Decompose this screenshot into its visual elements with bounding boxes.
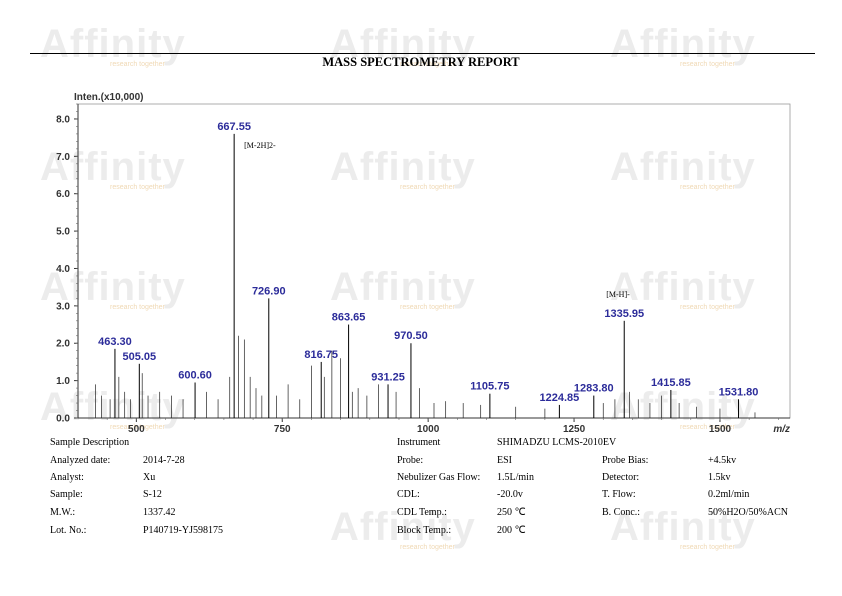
instrument-param-value: -20.0v [497,489,523,500]
peak-label: 1415.85 [651,377,691,389]
instrument-param-value: ESI [497,455,512,466]
instrument-param-label: Block Temp.: [397,525,452,536]
sample-label: Analyzed date: [50,455,111,466]
sample-label: Analyst: [50,472,84,483]
instrument-param-value: 1.5kv [708,472,731,483]
instrument-param-label: Probe Bias: [602,455,649,466]
peak-label: 1105.75 [470,381,509,393]
peak-label: 1335.95 [604,308,644,320]
y-tick-label: 6.0 [56,189,70,200]
instrument-label: Instrument [397,437,441,448]
sample-value: 2014-7-28 [143,455,185,466]
instrument-param-label: Nebulizer Gas Flow: [397,472,481,483]
peak-label: 463.30 [98,336,132,348]
instrument-param-label: T. Flow: [602,489,636,500]
instrument-param-value: 200 ℃ [497,525,526,536]
peak-annotation: [M-H]- [606,290,630,299]
mass-spectrum-chart: 0.0 1.0 2.0 3.0 4.0 5.0 6.0 7.0 8.0 500 750 1000 125… [56,92,791,435]
x-axis-title: m/z [773,424,790,435]
x-tick-label: 1000 [417,424,440,435]
header-rule [30,53,815,54]
y-tick-label: 5.0 [56,227,70,238]
y-tick-label: 2.0 [56,339,70,350]
instrument-param-label: B. Conc.: [602,507,641,518]
peak-label: 1283.80 [574,383,614,395]
peak-label: 505.05 [122,351,156,363]
sample-description-heading: Sample Description [50,437,130,448]
y-tick-label: 8.0 [56,114,70,125]
instrument-param-value: 1.5L/min [497,472,534,483]
x-tick-label: 1250 [563,424,586,435]
peak-label: 726.90 [252,285,286,297]
instrument-value: SHIMADZU LCMS-2010EV [497,437,617,448]
instrument-param-value: 0.2ml/min [708,489,750,500]
instrument-param-label: Detector: [602,472,640,483]
sample-label: Lot. No.: [50,525,87,536]
instrument-param-value: 50%H2O/50%ACN [708,507,788,518]
peak-label: 816.75 [304,349,338,361]
peak-label: 931.25 [371,371,405,383]
x-tick-label: 1500 [709,424,732,435]
peak-label: 667.55 [217,121,251,133]
peak-label: 1531.80 [719,386,759,398]
sample-value: P140719-YJ598175 [143,525,224,536]
y-axis-title: Inten.(x10,000) [74,92,143,103]
y-tick-label: 3.0 [56,301,70,312]
y-tick-label: 0.0 [56,414,70,425]
instrument-param-label: CDL: [397,489,420,500]
x-tick-label: 500 [128,424,145,435]
peak-label: 863.65 [332,312,366,324]
sample-value: Xu [143,472,156,483]
peak-label: 970.50 [394,330,428,342]
instrument-param-label: CDL Temp.: [397,507,447,518]
instrument-param-value: 250 ℃ [497,507,526,518]
instrument-param-value: +4.5kv [708,455,737,466]
sample-value: S-12 [143,489,162,500]
sample-value: 1337.42 [143,507,176,518]
report-title: MASS SPECTROMETRY REPORT [322,55,520,69]
x-tick-label: 750 [274,424,291,435]
peak-label: 1224.85 [540,392,580,404]
y-tick-label: 4.0 [56,264,70,275]
peak-label: 600.60 [178,369,212,381]
sample-label: Sample: [50,489,83,500]
y-tick-label: 1.0 [56,376,70,387]
instrument-param-label: Probe: [397,455,424,466]
sample-label: M.W.: [50,507,76,518]
y-tick-label: 7.0 [56,152,70,163]
peak-annotation: [M-2H]2- [244,141,276,150]
